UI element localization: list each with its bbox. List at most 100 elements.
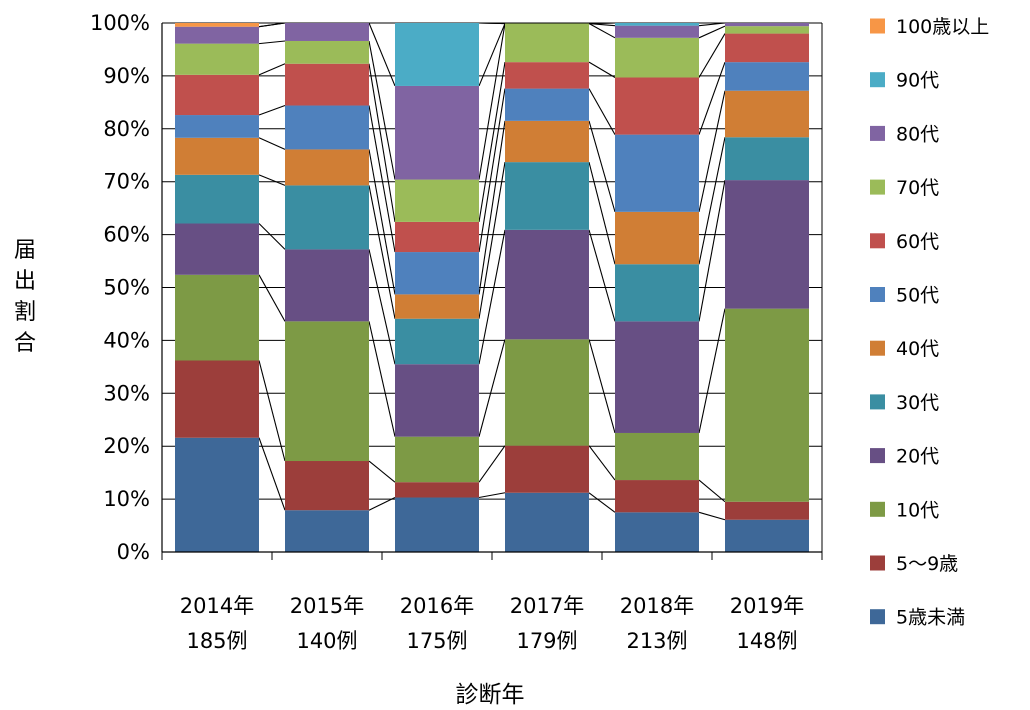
x-category-year: 2019年 bbox=[730, 594, 804, 618]
series-line bbox=[258, 137, 286, 150]
bar-segment bbox=[505, 339, 589, 446]
x-category-count: 175例 bbox=[406, 629, 467, 653]
axes bbox=[161, 23, 823, 560]
series-line bbox=[258, 437, 286, 511]
legend-swatch bbox=[870, 233, 885, 249]
y-tick-label: 0% bbox=[117, 540, 150, 564]
y-axis-title-char: 割 bbox=[14, 300, 36, 325]
bar-segment bbox=[725, 26, 809, 34]
legend-swatch bbox=[870, 340, 885, 356]
y-tick-label: 90% bbox=[103, 64, 150, 88]
series-line bbox=[588, 61, 616, 78]
bar-segment bbox=[395, 497, 479, 552]
series-line bbox=[258, 274, 286, 322]
series-line bbox=[588, 229, 616, 322]
x-category-labels: 2014年 185例 2015年 140例 2016年 175例 2017年 179例 2018… bbox=[180, 594, 804, 653]
legend-label: 40代 bbox=[896, 338, 939, 360]
series-line bbox=[368, 460, 396, 483]
legend: 100歳以上 90代 80代 70代 60代 50代 40代 30代 20代 10代 5～9歳 5歳未… bbox=[870, 16, 989, 629]
y-tick-label: 50% bbox=[103, 276, 150, 300]
legend-swatch bbox=[870, 555, 885, 571]
bar-segment bbox=[725, 519, 809, 552]
y-tick-label: 40% bbox=[103, 328, 150, 352]
bar-segment bbox=[175, 360, 259, 438]
series-line bbox=[588, 23, 616, 39]
bar-segment bbox=[615, 37, 699, 78]
series-line bbox=[698, 33, 726, 78]
bar-segment bbox=[505, 162, 589, 230]
series-line bbox=[478, 22, 506, 25]
bar-segment bbox=[285, 461, 369, 511]
bar-segment bbox=[615, 134, 699, 212]
series-line bbox=[368, 249, 396, 365]
legend-label: 90代 bbox=[896, 70, 939, 92]
series-line bbox=[368, 105, 396, 253]
legend-swatch bbox=[870, 179, 885, 195]
legend-label: 100歳以上 bbox=[896, 16, 989, 38]
legend-label: 20代 bbox=[896, 446, 939, 468]
y-tick-labels: 0% 10% 20% 30% 40% 50% 60% 70% 80% 90% 100% bbox=[90, 11, 150, 564]
bar-segment bbox=[285, 185, 369, 250]
legend-swatch bbox=[870, 448, 885, 464]
bar-segment bbox=[615, 25, 699, 38]
x-category-year: 2017年 bbox=[510, 594, 584, 618]
legend-label: 80代 bbox=[896, 123, 939, 145]
series-line bbox=[698, 61, 726, 135]
series-line bbox=[478, 229, 506, 365]
bar-segment bbox=[615, 23, 699, 26]
bar-segment bbox=[615, 264, 699, 322]
legend-label: 30代 bbox=[896, 392, 939, 414]
bar-segment bbox=[395, 85, 479, 180]
bar-segment bbox=[615, 211, 699, 265]
series-line bbox=[698, 180, 726, 322]
legend-swatch bbox=[870, 125, 885, 141]
y-tick-label: 70% bbox=[103, 170, 150, 194]
x-category-year: 2014年 bbox=[180, 594, 254, 618]
y-axis-title-char: 届 bbox=[14, 238, 36, 263]
bar-segment bbox=[285, 40, 369, 64]
y-axis-title-char: 合 bbox=[14, 331, 36, 356]
x-axis-title: 診断年 bbox=[456, 682, 525, 708]
legend-label: 50代 bbox=[896, 285, 939, 307]
bar-segment bbox=[725, 33, 809, 63]
bar-segment bbox=[725, 62, 809, 91]
y-tick-label: 10% bbox=[103, 487, 150, 511]
bar-segment bbox=[285, 63, 369, 106]
legend-swatch bbox=[870, 501, 885, 517]
bar-segment bbox=[505, 492, 589, 552]
series-line bbox=[368, 40, 396, 180]
bar-segment bbox=[175, 137, 259, 175]
y-tick-label: 30% bbox=[103, 381, 150, 405]
legend-swatch bbox=[870, 72, 885, 88]
bar-segment bbox=[505, 229, 589, 340]
bar-segment bbox=[505, 62, 589, 89]
bar-segment bbox=[615, 480, 699, 513]
bar-segment bbox=[175, 74, 259, 116]
legend-label: 10代 bbox=[896, 499, 939, 521]
bar-segment bbox=[615, 512, 699, 552]
gridlines bbox=[162, 22, 822, 500]
y-axis-title-char: 出 bbox=[14, 269, 36, 294]
bar-segment bbox=[285, 149, 369, 186]
legend-swatch bbox=[870, 287, 885, 302]
bar-segment bbox=[395, 482, 479, 498]
bar-segment bbox=[175, 437, 259, 552]
bar-segment bbox=[725, 137, 809, 181]
bar-segment bbox=[285, 249, 369, 322]
x-category-year: 2018年 bbox=[620, 594, 694, 618]
bar-segment bbox=[395, 252, 479, 295]
bar-segment bbox=[175, 223, 259, 275]
series-line bbox=[258, 22, 286, 28]
series-line bbox=[698, 308, 726, 434]
bar-segment bbox=[395, 221, 479, 253]
series-line bbox=[368, 63, 396, 222]
bar-segment bbox=[725, 23, 809, 27]
bar-segment bbox=[725, 180, 809, 309]
series-line bbox=[258, 40, 286, 45]
series-line bbox=[478, 339, 506, 437]
bar-segment bbox=[505, 445, 589, 493]
bar-segment bbox=[395, 318, 479, 365]
legend-swatch bbox=[870, 394, 885, 410]
